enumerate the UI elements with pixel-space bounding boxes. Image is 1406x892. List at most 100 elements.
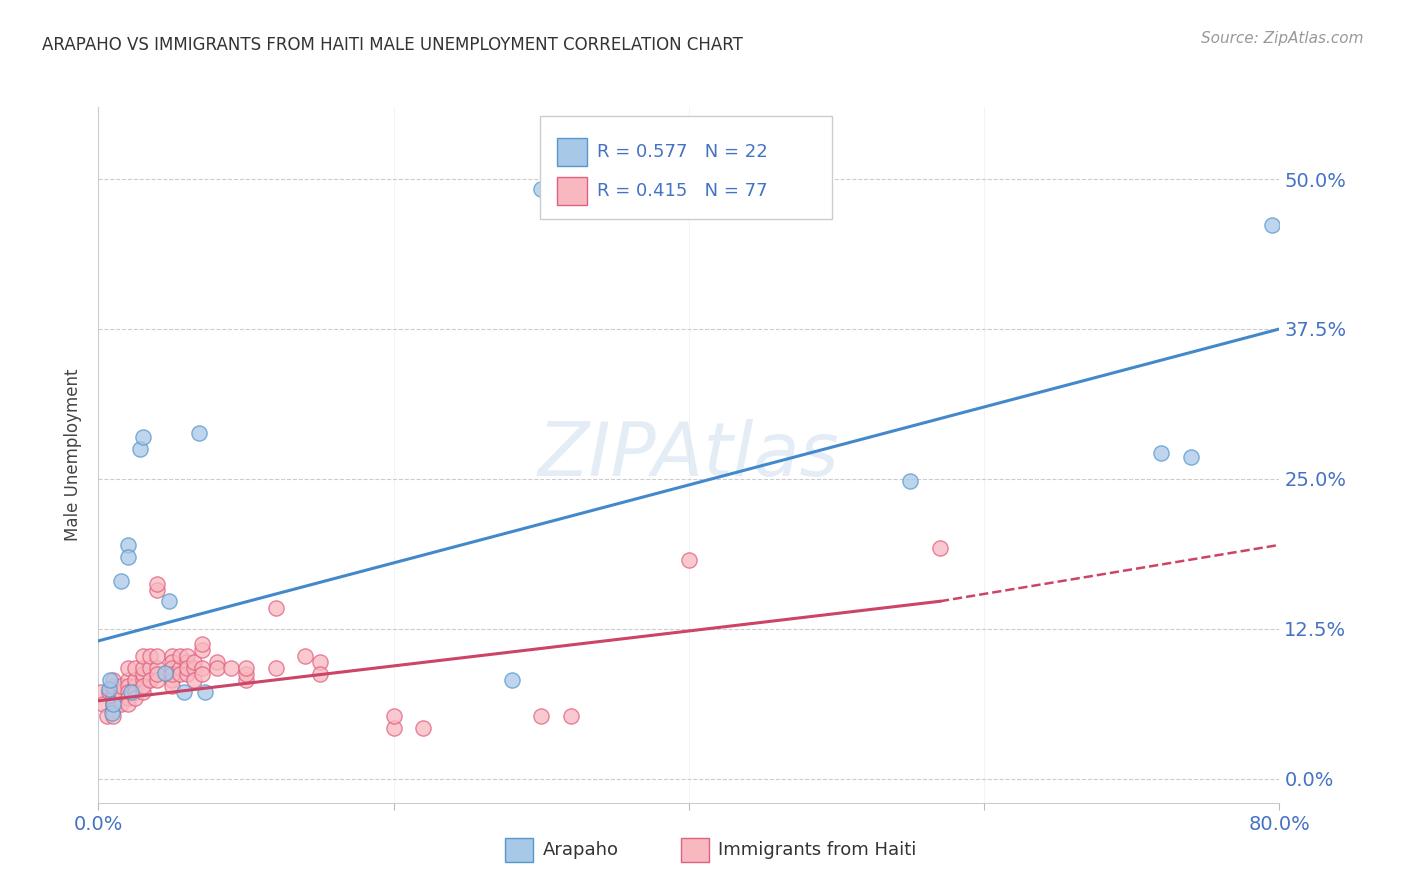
Point [132,649,155,664]
Point [176,667,198,681]
Point [412,722,434,736]
Point [110,698,132,712]
Point [117,673,139,688]
Text: R = 0.577   N = 22: R = 0.577 N = 22 [598,143,768,161]
Point [153,666,176,681]
Text: R = 0.415   N = 77: R = 0.415 N = 77 [598,182,768,201]
Point [110,691,132,706]
Point [117,661,139,675]
Point [194,685,217,699]
Point [191,661,214,675]
Point [128,442,150,456]
Point [191,667,214,681]
Point [162,656,183,670]
Point [205,661,228,675]
Point [235,667,257,681]
Point [103,691,125,706]
Point [309,656,332,670]
Point [146,583,169,598]
Point [176,649,198,664]
Point [162,667,183,681]
Point [169,661,191,675]
Point [139,673,162,688]
Point [157,594,180,608]
Point [501,673,523,688]
Point [530,181,553,195]
Point [560,709,582,723]
Point [98,673,121,688]
Point [103,709,125,723]
Point [96,709,118,723]
Point [382,709,405,723]
Point [103,673,125,688]
Point [117,685,139,699]
Point [117,549,139,564]
Text: ZIPAtlas: ZIPAtlas [538,419,839,491]
Point [900,475,922,489]
Point [103,703,125,717]
Point [678,553,700,567]
Y-axis label: Male Unemployment: Male Unemployment [65,368,83,541]
Point [124,685,146,699]
Point [183,673,205,688]
Point [264,661,287,675]
Point [91,698,114,712]
Point [120,685,142,699]
Point [117,698,139,712]
Point [103,685,125,699]
Point [1180,450,1202,465]
Point [132,685,155,699]
Point [146,673,169,688]
Point [132,667,155,681]
Point [169,667,191,681]
Point [235,661,257,675]
Point [309,667,332,681]
Point [146,649,169,664]
Point [103,698,125,712]
Point [221,661,243,675]
Point [110,685,132,699]
Point [173,685,195,699]
Point [187,426,209,441]
Point [162,649,183,664]
Point [124,661,146,675]
Point [183,661,205,675]
Point [132,430,155,444]
Point [117,538,139,552]
Text: Arapaho: Arapaho [543,840,619,859]
Point [132,661,155,675]
Point [146,661,169,675]
Point [146,667,169,681]
Point [90,685,112,699]
Point [97,681,120,696]
Point [162,673,183,688]
Text: Immigrants from Haiti: Immigrants from Haiti [718,840,917,859]
Point [103,680,125,694]
Point [176,656,198,670]
Point [169,649,191,664]
Point [117,691,139,706]
Point [191,643,214,657]
Point [205,656,228,670]
Point [132,680,155,694]
Point [162,680,183,694]
Point [382,722,405,736]
Point [530,709,553,723]
Point [162,661,183,675]
Point [191,637,214,651]
Point [100,706,122,720]
Point [124,673,146,688]
Point [132,673,155,688]
Point [146,577,169,591]
Point [264,601,287,615]
Point [1261,218,1284,232]
Point [110,680,132,694]
Point [124,680,146,694]
Point [103,698,125,712]
Point [124,691,146,706]
Point [176,661,198,675]
Point [1150,445,1173,459]
Point [183,656,205,670]
Point [139,649,162,664]
Text: ARAPAHO VS IMMIGRANTS FROM HAITI MALE UNEMPLOYMENT CORRELATION CHART: ARAPAHO VS IMMIGRANTS FROM HAITI MALE UN… [42,36,742,54]
